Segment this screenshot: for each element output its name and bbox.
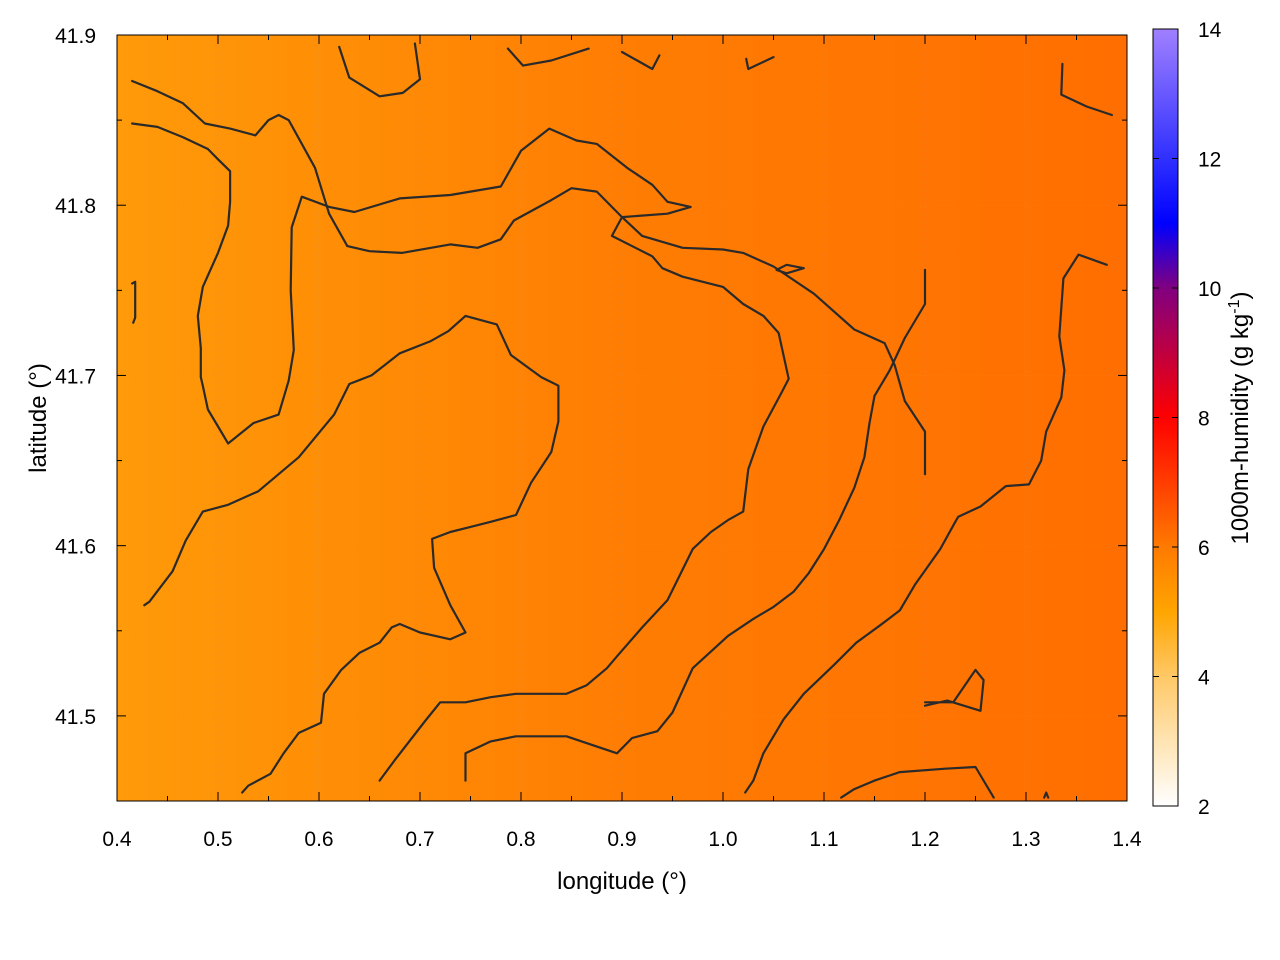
x-tick-label: 1.0	[708, 828, 737, 851]
y-axis-label: latitude (°)	[25, 363, 52, 473]
contour-line	[1060, 62, 1113, 117]
contour-line	[1043, 791, 1050, 799]
x-tick-label: 0.4	[102, 828, 132, 851]
colorbar-tick-label: 14	[1198, 19, 1222, 42]
axis-ticks	[117, 35, 1127, 801]
colorbar-label-sup: -1	[1226, 299, 1243, 313]
x-tick-labels: 0.4 0.5 0.6 0.7 0.8 0.9 1.0 1.1 1.2 1.3 1.4	[102, 828, 1142, 851]
grid	[117, 35, 1127, 801]
contour-line	[775, 263, 805, 275]
x-tick-label: 0.6	[304, 828, 333, 851]
y-tick-labels: 41.5 41.6 41.7 41.8 41.9	[55, 25, 96, 729]
colorbar-tick-label: 12	[1198, 149, 1221, 172]
y-tick-label: 41.9	[55, 25, 96, 48]
x-tick-label: 0.8	[506, 828, 535, 851]
colorbar-tick-label: 2	[1198, 796, 1210, 819]
colorbar-tick-label: 8	[1198, 408, 1210, 431]
y-tick-label: 41.8	[55, 195, 96, 218]
x-tick-label: 0.5	[203, 828, 232, 851]
x-tick-label: 1.1	[809, 828, 838, 851]
colorbar-ticks: 2 4 6 8 10 12 14	[1153, 19, 1222, 819]
x-tick-label: 1.4	[1112, 828, 1142, 851]
contour-line	[840, 765, 995, 799]
contour-line	[745, 56, 775, 71]
x-tick-label: 0.9	[607, 828, 636, 851]
colorbar: 2 4 6 8 10 12 14 1000m-humidity (g kg-1)	[1152, 19, 1254, 819]
contour-line	[131, 122, 790, 782]
colorbar-tick-label: 6	[1198, 537, 1210, 560]
y-tick-label: 41.7	[55, 365, 96, 388]
colorbar-label: 1000m-humidity (g kg-1)	[1226, 292, 1254, 545]
y-tick-label: 41.5	[55, 706, 96, 729]
contour-line	[923, 668, 985, 712]
contour-line	[464, 268, 927, 782]
contour-lines	[131, 42, 1113, 799]
x-tick-label: 1.2	[910, 828, 939, 851]
colorbar-tick-label: 4	[1198, 667, 1210, 690]
x-axis-label: longitude (°)	[557, 868, 687, 895]
plot-area	[116, 34, 1128, 802]
contour-line	[131, 280, 137, 324]
contour-line	[143, 314, 560, 794]
contour-line	[131, 79, 927, 476]
x-tick-label: 1.3	[1011, 828, 1040, 851]
contour-line	[620, 50, 661, 71]
colorbar-label-main: 1000m-humidity (g kg	[1227, 314, 1254, 545]
x-tick-label: 0.7	[405, 828, 434, 851]
contour-line	[338, 42, 422, 98]
y-tick-label: 41.6	[55, 536, 96, 559]
contour-line	[506, 47, 590, 67]
colorbar-label-end: )	[1227, 292, 1254, 300]
contour-line	[744, 253, 1108, 794]
colorbar-tick-label: 10	[1198, 278, 1221, 301]
